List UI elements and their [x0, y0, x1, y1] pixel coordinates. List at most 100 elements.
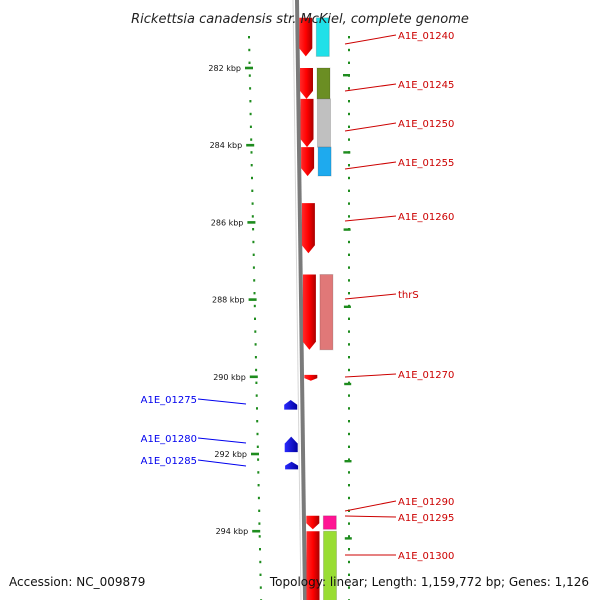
gene-label: A1E_01260	[398, 212, 454, 223]
axis-tick	[245, 66, 253, 70]
guide-dot	[348, 445, 350, 448]
leader-line	[344, 122, 397, 132]
guide-dot	[248, 36, 250, 39]
gene-arrow	[300, 98, 314, 148]
guide-dot	[249, 112, 252, 116]
gene-label: A1E_01240	[398, 31, 454, 42]
genome-backbone	[292, 0, 307, 600]
gene-arrow	[300, 68, 313, 99]
guide-dot	[348, 407, 350, 410]
gene-arrow	[301, 147, 315, 177]
gene-label: A1E_01285	[141, 456, 197, 467]
gene-arrow	[301, 203, 315, 254]
guide-dot	[348, 496, 350, 500]
axis-tick	[248, 298, 257, 301]
guide-dot	[256, 432, 259, 436]
guide-dot	[256, 420, 259, 423]
axis-tick-label: 290 kbp	[213, 373, 246, 382]
guide-dot	[252, 253, 255, 256]
guide-dot	[348, 560, 350, 564]
gene-labels: A1E_01240 A1E_01245 A1E_01250 A1E_01255 A1E_…	[141, 31, 455, 562]
guide-dot	[250, 151, 253, 154]
accession-text: Accession: NC_009879	[9, 575, 145, 589]
axis-tick	[246, 143, 255, 147]
guide-dot	[348, 394, 350, 397]
guide-dot	[348, 48, 350, 52]
guide-dot	[348, 586, 350, 589]
axis-tick	[247, 221, 256, 224]
gene-label: A1E_01255	[398, 158, 454, 169]
leader-line	[344, 373, 397, 378]
guide-dot	[253, 304, 256, 308]
gene-arrow	[306, 515, 320, 530]
gene-label: A1E_01280	[141, 434, 197, 445]
gene-label: A1E_01290	[398, 497, 454, 508]
guide-dot	[348, 535, 350, 538]
leader-line	[344, 161, 397, 170]
axis-tick-label: 294 kbp	[216, 527, 249, 536]
axis-tick-label: 292 kbp	[214, 450, 247, 459]
guide-dot	[259, 573, 262, 576]
gene-label: A1E_01295	[398, 513, 454, 524]
leader-line	[197, 398, 247, 405]
guide-dot	[348, 176, 350, 180]
guide-dot	[250, 164, 253, 167]
summary-text: Topology: linear; Length: 1,159,772 bp; …	[269, 575, 589, 589]
guide-dot	[251, 202, 254, 205]
leader-line	[344, 515, 397, 518]
gene-label: A1E_01250	[398, 119, 454, 130]
guide-dot	[259, 586, 262, 589]
guide-dot	[348, 368, 350, 372]
map-title: Rickettsia canadensis str. McKiel, compl…	[131, 12, 469, 27]
dotted-guides	[248, 36, 350, 600]
gene-arrow	[285, 461, 299, 470]
axis-tick-right	[343, 228, 351, 231]
guide-dot	[348, 522, 350, 525]
guide-dot	[249, 87, 252, 90]
guide-dot	[348, 548, 350, 551]
gene-label: A1E_01300	[398, 551, 454, 562]
axis-tick-label: 286 kbp	[211, 218, 244, 227]
guide-dot	[255, 381, 258, 384]
guide-dot	[348, 458, 350, 461]
guide-dot	[257, 458, 260, 461]
gene-arrow	[284, 400, 298, 410]
guide-dot	[348, 36, 350, 39]
guide-dot	[348, 509, 350, 512]
guide-dot	[348, 61, 350, 64]
guide-dot	[348, 215, 350, 218]
guide-dot	[250, 138, 253, 141]
gene-track	[284, 17, 320, 600]
guide-dot	[348, 356, 350, 359]
leader-line	[344, 34, 397, 45]
guide-dot	[251, 176, 253, 180]
gene-arrow	[284, 436, 298, 453]
guide-dot	[348, 189, 350, 192]
guide-dot	[348, 202, 350, 205]
gene-arrow	[302, 274, 316, 350]
axis-tick-label: 288 kbp	[212, 296, 245, 305]
leader-line	[197, 459, 247, 467]
guide-dot	[248, 74, 251, 77]
guide-dot	[348, 573, 350, 576]
guide-dot	[254, 356, 257, 359]
guide-dot	[253, 292, 256, 295]
axis-tick-right	[343, 305, 351, 308]
cog-track	[315, 17, 337, 600]
guide-dot	[251, 189, 254, 192]
guide-dot	[252, 266, 255, 269]
axis-tick-right	[344, 537, 352, 540]
guide-dot	[258, 522, 261, 525]
gene-label: A1E_01275	[141, 395, 197, 406]
guide-dot	[253, 279, 256, 282]
guide-dot	[259, 548, 261, 551]
guide-dot	[348, 471, 350, 474]
axis-tick-label: 284 kbp	[210, 141, 243, 150]
guide-dot	[252, 240, 255, 244]
guide-dot	[348, 112, 350, 116]
guide-dot	[348, 279, 350, 282]
guide-dot	[256, 445, 259, 448]
backbone-shadow	[292, 0, 302, 600]
guide-dot	[254, 330, 257, 333]
